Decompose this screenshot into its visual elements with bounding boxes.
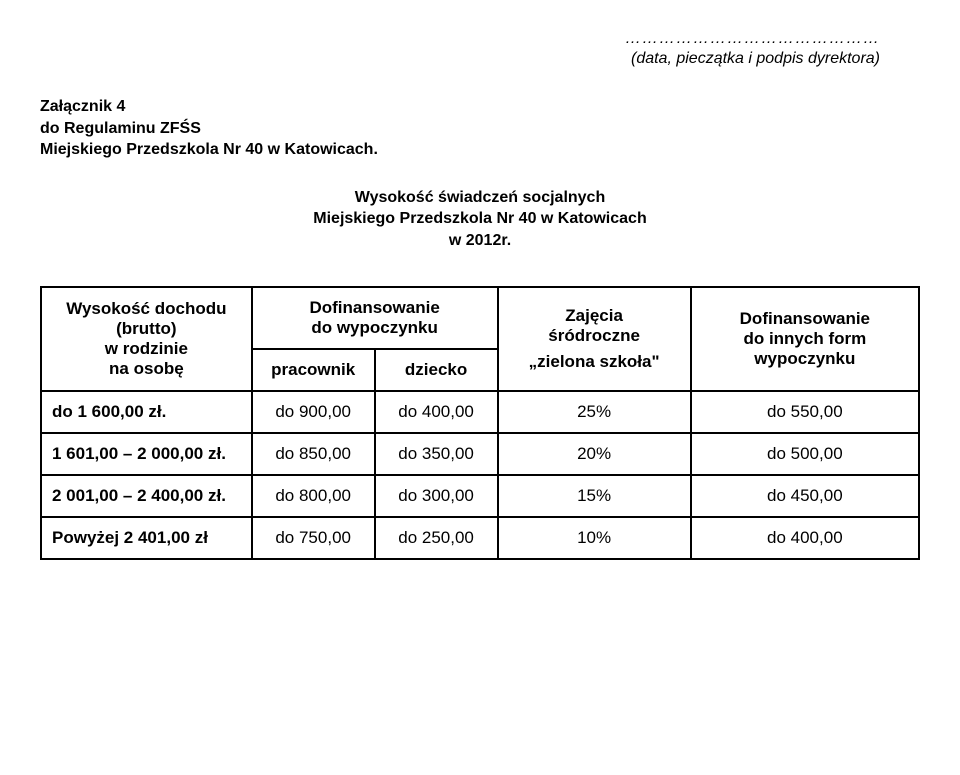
cell-child: do 400,00 bbox=[375, 391, 498, 433]
signature-dots: ……………………………………… bbox=[40, 30, 920, 48]
table-row: 1 601,00 – 2 000,00 zł. do 850,00 do 350… bbox=[41, 433, 919, 475]
header-midyear: Zajęcia śródroczne „zielona szkoła" bbox=[498, 287, 691, 391]
table-row: 2 001,00 – 2 400,00 zł. do 800,00 do 300… bbox=[41, 475, 919, 517]
title-line-2: Miejskiego Przedszkola Nr 40 w Katowicac… bbox=[40, 208, 920, 230]
header-cofinance: Dofinansowanie do wypoczynku bbox=[252, 287, 498, 349]
cell-label: 2 001,00 – 2 400,00 zł. bbox=[41, 475, 252, 517]
signature-caption: (data, pieczątka i podpis dyrektora) bbox=[40, 50, 920, 68]
header-income: Wysokość dochodu (brutto) w rodzinie na … bbox=[41, 287, 252, 391]
cell-employee: do 900,00 bbox=[252, 391, 375, 433]
attachment-block: Załącznik 4 do Regulaminu ZFŚS Miejskieg… bbox=[40, 96, 920, 161]
cell-other: do 450,00 bbox=[691, 475, 919, 517]
table-row: do 1 600,00 zł. do 900,00 do 400,00 25% … bbox=[41, 391, 919, 433]
cell-employee: do 750,00 bbox=[252, 517, 375, 559]
header-cofinance-l2: do wypoczynku bbox=[259, 318, 491, 338]
cell-mid: 15% bbox=[498, 475, 691, 517]
header-employee: pracownik bbox=[252, 349, 375, 391]
cell-employee: do 850,00 bbox=[252, 433, 375, 475]
document-title: Wysokość świadczeń socjalnych Miejskiego… bbox=[40, 187, 920, 252]
header-cofinance-l1: Dofinansowanie bbox=[259, 298, 491, 318]
cell-mid: 10% bbox=[498, 517, 691, 559]
table-row: Powyżej 2 401,00 zł do 750,00 do 250,00 … bbox=[41, 517, 919, 559]
cell-other: do 550,00 bbox=[691, 391, 919, 433]
header-midyear-l1: Zajęcia bbox=[505, 306, 684, 326]
header-midyear-l2: śródroczne bbox=[505, 326, 684, 346]
cell-child: do 250,00 bbox=[375, 517, 498, 559]
cell-label: Powyżej 2 401,00 zł bbox=[41, 517, 252, 559]
table-header-row-1: Wysokość dochodu (brutto) w rodzinie na … bbox=[41, 287, 919, 349]
cell-other: do 500,00 bbox=[691, 433, 919, 475]
cell-other: do 400,00 bbox=[691, 517, 919, 559]
header-income-l4: na osobę bbox=[48, 359, 245, 379]
cell-child: do 350,00 bbox=[375, 433, 498, 475]
header-income-l3: w rodzinie bbox=[48, 339, 245, 359]
header-midyear-l3: „zielona szkoła" bbox=[505, 352, 684, 372]
cell-child: do 300,00 bbox=[375, 475, 498, 517]
header-other-l2: do innych form bbox=[698, 329, 912, 349]
attachment-line-3: Miejskiego Przedszkola Nr 40 w Katowicac… bbox=[40, 139, 920, 161]
cell-employee: do 800,00 bbox=[252, 475, 375, 517]
header-income-l1: Wysokość dochodu bbox=[48, 299, 245, 319]
cell-mid: 20% bbox=[498, 433, 691, 475]
title-line-1: Wysokość świadczeń socjalnych bbox=[40, 187, 920, 209]
title-line-3: w 2012r. bbox=[40, 230, 920, 252]
header-other-l1: Dofinansowanie bbox=[698, 309, 912, 329]
cell-mid: 25% bbox=[498, 391, 691, 433]
cell-label: 1 601,00 – 2 000,00 zł. bbox=[41, 433, 252, 475]
attachment-line-1: Załącznik 4 bbox=[40, 96, 920, 118]
cell-label: do 1 600,00 zł. bbox=[41, 391, 252, 433]
header-other: Dofinansowanie do innych form wypoczynku bbox=[691, 287, 919, 391]
header-income-l2: (brutto) bbox=[48, 319, 245, 339]
header-other-l3: wypoczynku bbox=[698, 349, 912, 369]
attachment-line-2: do Regulaminu ZFŚS bbox=[40, 118, 920, 140]
header-child: dziecko bbox=[375, 349, 498, 391]
benefits-table: Wysokość dochodu (brutto) w rodzinie na … bbox=[40, 286, 920, 560]
